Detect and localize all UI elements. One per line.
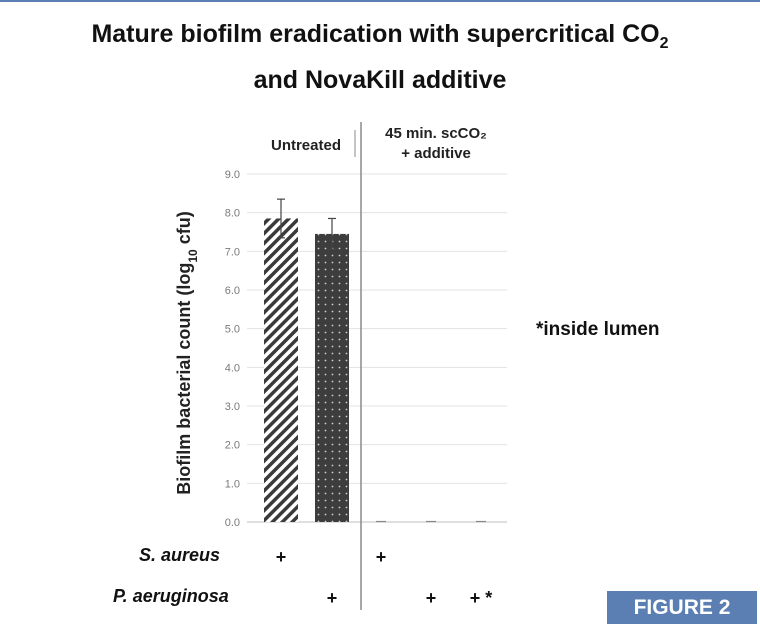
row-label-p-aeruginosa: P. aeruginosa: [113, 586, 229, 606]
title-subscript: 2: [659, 35, 669, 52]
y-tick-label: 0.0: [225, 517, 240, 529]
group-label-untreated: Untreated: [271, 137, 341, 154]
row-mark: +: [276, 547, 287, 567]
group-labels: Untreated 45 min. scCO₂ + additive: [271, 125, 487, 162]
y-tick-label: 3.0: [225, 401, 240, 413]
group-label-treated: 45 min. scCO₂: [385, 125, 487, 142]
y-tick-label: 5.0: [225, 324, 240, 336]
y-tick-label: 7.0: [225, 246, 240, 258]
y-tick-label: 4.0: [225, 362, 240, 374]
y-tick-label: 1.0: [225, 478, 240, 490]
row-mark: + *: [470, 588, 493, 608]
bar: [315, 233, 349, 522]
title-line1: Mature biofilm eradication with supercri…: [91, 20, 660, 48]
lumen-note: *inside lumen: [536, 319, 660, 340]
figure-badge: FIGURE 2: [607, 591, 757, 624]
row-label-s-aureus: S. aureus: [139, 545, 221, 565]
top-rule: [0, 0, 760, 2]
title-line2: and NovaKill additive: [253, 66, 507, 94]
y-axis-label: Biofilm bacterial count (log10 cfu): [174, 211, 200, 494]
row-marks: + + + + + *: [276, 547, 493, 608]
bar: [264, 218, 298, 522]
y-tick-labels: 0.0 1.0 2.0 3.0 4.0 5.0 6.0 7.0 8.0 9.0: [225, 169, 240, 529]
y-tick-label: 8.0: [225, 208, 240, 220]
y-tick-label: 6.0: [225, 285, 240, 297]
row-mark: +: [327, 588, 338, 608]
chart-title: Mature biofilm eradication with supercri…: [0, 16, 760, 98]
y-tick-label: 2.0: [225, 440, 240, 452]
row-mark: +: [426, 588, 437, 608]
y-tick-label: 9.0: [225, 169, 240, 181]
row-mark: +: [376, 547, 387, 567]
bars: [264, 198, 486, 523]
group-label-treated: + additive: [401, 145, 471, 162]
